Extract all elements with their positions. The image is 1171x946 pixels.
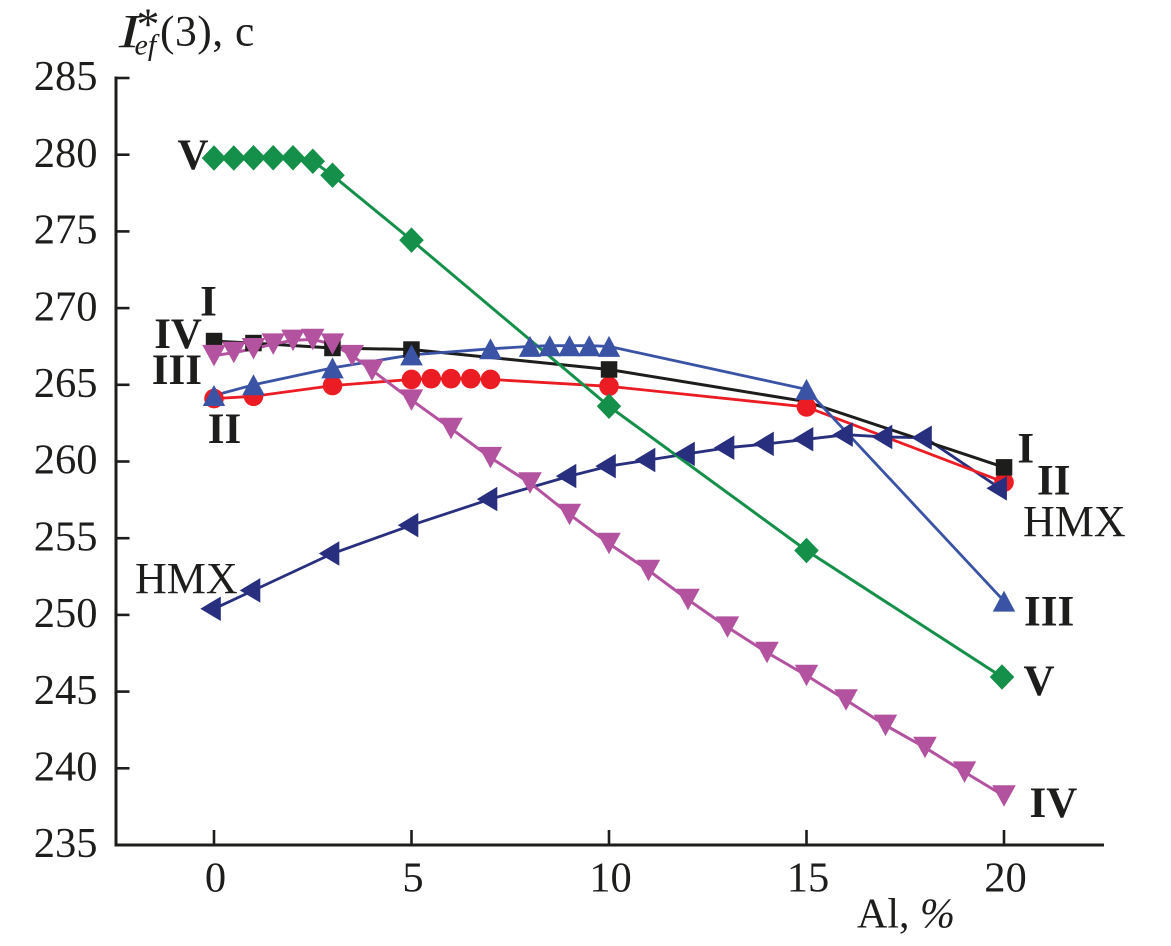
svg-text:235: 235 <box>34 820 98 867</box>
svg-text:III: III <box>1024 589 1074 636</box>
svg-text:270: 270 <box>34 283 98 330</box>
svg-text:250: 250 <box>34 590 98 637</box>
svg-text:260: 260 <box>34 437 98 484</box>
svg-text:265: 265 <box>34 360 98 407</box>
svg-text:III: III <box>152 347 202 394</box>
svg-text:I: I <box>200 279 217 326</box>
svg-text:IV: IV <box>1030 780 1078 827</box>
svg-text:I: I <box>118 6 143 59</box>
svg-text:255: 255 <box>34 513 98 560</box>
svg-text:20: 20 <box>984 855 1027 902</box>
svg-text:15: 15 <box>787 855 830 902</box>
svg-text:275: 275 <box>34 207 98 254</box>
svg-text:285: 285 <box>34 53 98 100</box>
svg-text:I: I <box>1017 426 1034 473</box>
svg-text:II: II <box>208 406 241 453</box>
svg-text:Al, %: Al, % <box>857 892 955 938</box>
svg-text:280: 280 <box>34 130 98 177</box>
svg-text:II: II <box>1037 458 1070 505</box>
svg-text:10: 10 <box>589 855 632 902</box>
svg-text:0: 0 <box>205 855 226 902</box>
svg-text:V: V <box>1024 658 1055 705</box>
svg-text:HMX: HMX <box>135 554 238 603</box>
svg-text:HMX: HMX <box>1023 497 1126 546</box>
svg-text:V: V <box>178 132 209 179</box>
svg-text:IV: IV <box>154 311 202 358</box>
svg-text:5: 5 <box>402 855 423 902</box>
svg-text:245: 245 <box>34 667 98 714</box>
svg-text:*ef(3), c: *ef(3), c <box>135 0 255 62</box>
svg-text:240: 240 <box>34 744 98 791</box>
